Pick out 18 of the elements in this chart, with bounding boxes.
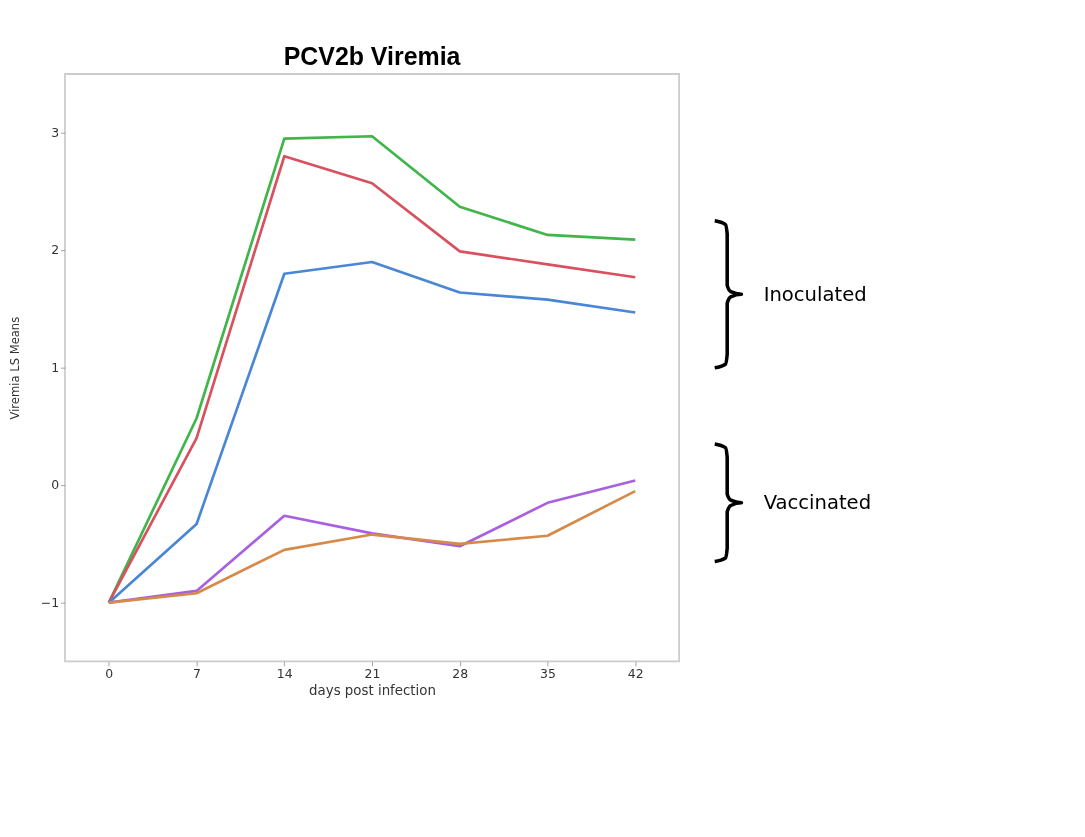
y-tick-label: −1: [40, 594, 60, 610]
x-tick-label: 0: [105, 665, 114, 681]
line-series: [107, 260, 637, 605]
y-tick-label: 1: [51, 359, 60, 375]
x-tick-label: 14: [276, 665, 293, 681]
text: Vaccinated: [763, 491, 872, 515]
y-axis-title: Viremia LS Means: [7, 316, 22, 420]
x-tick-label: 42: [627, 665, 644, 681]
x-tick-label: 21: [364, 665, 381, 681]
y-tick-label: 3: [51, 124, 60, 140]
x-tick-label: 28: [452, 665, 469, 681]
y-tick-label: 2: [51, 242, 60, 258]
text: Inoculated: [763, 282, 867, 306]
x-tick-label: 7: [193, 665, 201, 681]
x-axis-title: days post infection: [309, 682, 436, 698]
y-tick-label: 0: [51, 477, 60, 493]
chart-title: PCV2b Viremia: [283, 42, 462, 71]
x-tick-label: 35: [540, 665, 556, 681]
